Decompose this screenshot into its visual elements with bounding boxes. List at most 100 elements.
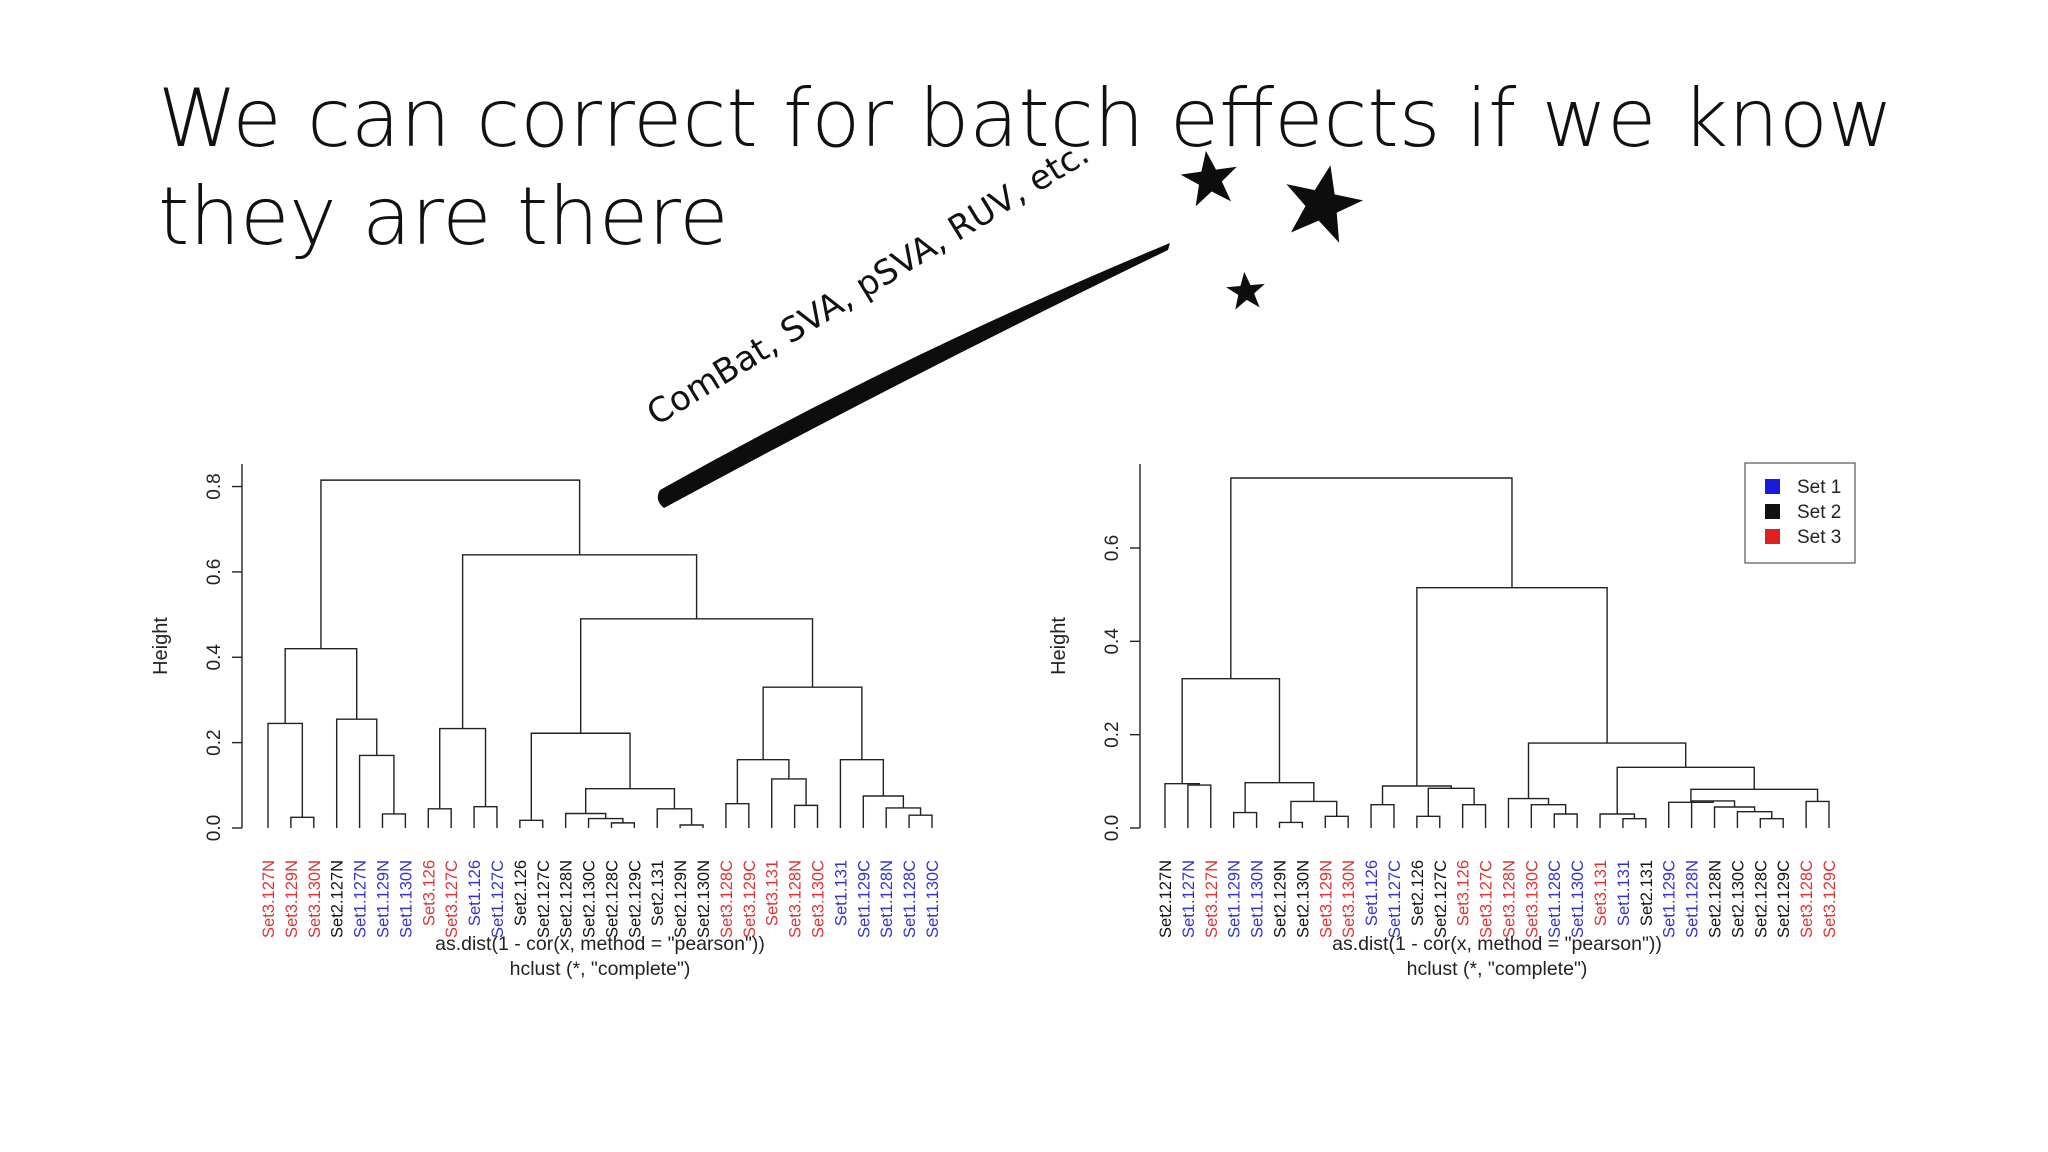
dendrogram-merge — [1527, 742, 1687, 799]
leaf-label: Set2.127C — [1432, 860, 1450, 938]
dendrogram-merge — [381, 813, 407, 828]
leaf-label: Set1.128C — [1546, 860, 1564, 938]
dendrogram-merge — [1416, 815, 1441, 828]
leaf-label: Set2.126 — [512, 860, 530, 926]
leaf-label: Set1.131 — [1615, 860, 1633, 926]
dendrogram-merge — [1164, 782, 1201, 828]
dendrogram-merge — [1370, 803, 1395, 828]
leaf-label: Set3.127N — [1203, 860, 1221, 938]
star-icon-small-top — [1180, 150, 1237, 207]
legend-box — [1744, 462, 1856, 564]
dendrogram-merge — [1690, 800, 1736, 828]
dendrogram-merge — [771, 778, 807, 828]
leaf-label: Set2.130C — [1729, 860, 1747, 938]
dendrogram-merge — [1324, 815, 1349, 828]
legend-swatch — [1765, 529, 1780, 544]
x-axis-title: as.dist(1 - cor(x, method = "pearson")) — [435, 933, 765, 955]
y-tick-label: 0.0 — [1102, 815, 1123, 841]
leaf-label: Set2.131 — [1638, 860, 1656, 926]
leaf-label: Set3.129N — [283, 860, 301, 938]
dendrogram-merge — [1713, 806, 1756, 828]
dendrogram-merge — [1507, 797, 1550, 828]
leaf-label: Set3.127N — [260, 860, 278, 938]
dendrogram-merge — [1530, 803, 1567, 828]
legend-swatch — [1765, 504, 1780, 519]
leaf-label: Set3.128C — [1798, 860, 1816, 938]
leaf-label: Set2.129C — [626, 860, 644, 938]
dendrogram-merge — [1181, 677, 1281, 784]
dendrogram-merge — [579, 618, 814, 734]
leaf-label: Set2.127N — [1157, 860, 1175, 938]
dendrogram-merge — [284, 648, 358, 724]
leaf-label: Set2.128C — [603, 860, 621, 938]
leaf-label: Set2.129C — [1775, 860, 1793, 938]
slide-title: We can correct for batch effects if we k… — [158, 70, 1894, 266]
dendrogram-merge — [564, 812, 607, 828]
x-axis-title: as.dist(1 - cor(x, method = "pearson")) — [1332, 933, 1662, 955]
dendrogram-merge — [1461, 803, 1487, 828]
leaf-label: Set1.126 — [1363, 860, 1381, 926]
dendrogram-merge — [1553, 813, 1578, 828]
y-tick-label: 0.0 — [204, 815, 225, 841]
leaf-label: Set2.130C — [581, 860, 599, 938]
leaf-label: Set2.127N — [329, 860, 347, 938]
legend-label: Set 2 — [1797, 502, 1841, 523]
leaf-label: Set3.128N — [1500, 860, 1518, 938]
leaf-label: Set3.130C — [810, 860, 828, 938]
y-tick-label: 0.8 — [204, 473, 225, 499]
leaf-label: Set2.131 — [649, 860, 667, 926]
dendrogram-merge — [1232, 811, 1258, 828]
leaf-label: Set3.130C — [1523, 860, 1541, 938]
dendrogram-merge — [1427, 787, 1475, 817]
leaf-label: Set1.127C — [1386, 860, 1404, 938]
legend-label: Set 1 — [1797, 477, 1841, 498]
dendrogram-merge — [584, 788, 676, 814]
leaf-label: Set1.128C — [901, 860, 919, 938]
leaf-label: Set1.127C — [489, 860, 507, 938]
leaf-label: Set1.127N — [1180, 860, 1198, 938]
magic-wand-icon — [657, 243, 1170, 508]
leaf-label: Set2.128N — [1707, 860, 1725, 938]
slide-title-line-1: We can correct for batch effects if we k… — [158, 72, 1894, 165]
dendrogram-merge — [862, 795, 905, 828]
dendrogram-merge — [1290, 800, 1338, 823]
y-tick-label: 0.2 — [1102, 721, 1123, 747]
chart-legend: Set 1 Set 2 Set 3 — [1744, 462, 1856, 564]
legend-label: Set 3 — [1797, 527, 1841, 548]
leaf-label: Set2.129N — [1271, 860, 1289, 938]
leaf-label: Set1.127N — [352, 860, 370, 938]
leaf-label: Set1.128N — [1684, 860, 1702, 938]
leaf-label: Set2.130N — [1294, 860, 1312, 938]
y-tick-label: 0.4 — [1102, 628, 1123, 655]
leaf-label: Set2.129N — [672, 860, 690, 938]
leaf-label: Set1.130C — [924, 860, 942, 938]
dendrogram-merge — [335, 718, 378, 828]
leaf-label: Set1.130N — [1249, 860, 1267, 938]
dendrogram-merge — [656, 808, 693, 828]
y-tick-label: 0.6 — [204, 559, 225, 585]
leaf-label: Set3.130N — [306, 860, 324, 938]
leaf-label: Set2.128C — [1752, 860, 1770, 938]
leaf-label: Set1.129C — [855, 860, 873, 938]
leaf-label: Set1.130N — [397, 860, 415, 938]
dendrogram-merge — [1690, 788, 1819, 803]
leaf-label: Set3.129C — [1821, 860, 1839, 938]
leaf-label: Set1.129N — [374, 860, 392, 938]
leaf-label: Set3.130N — [1340, 860, 1358, 938]
dendrogram-merge — [530, 732, 631, 821]
leaf-label: Set1.131 — [832, 860, 850, 926]
dendrogram-merge — [1668, 800, 1714, 828]
leaf-label: Set2.130N — [695, 860, 713, 938]
star-icon-small-bottom — [1226, 271, 1265, 310]
dendrogram-merge — [473, 805, 498, 828]
dendrogram-merge — [1599, 813, 1636, 828]
leaf-label: Set1.129N — [1226, 860, 1244, 938]
leaf-label: Set3.131 — [1592, 860, 1610, 926]
dendrogram-merge — [1759, 817, 1784, 828]
dendrogram-merge — [1230, 477, 1513, 679]
leaf-label: Set1.130C — [1569, 860, 1587, 938]
dendrogram-merge — [267, 722, 304, 828]
y-tick-label: 0.6 — [1102, 535, 1123, 561]
